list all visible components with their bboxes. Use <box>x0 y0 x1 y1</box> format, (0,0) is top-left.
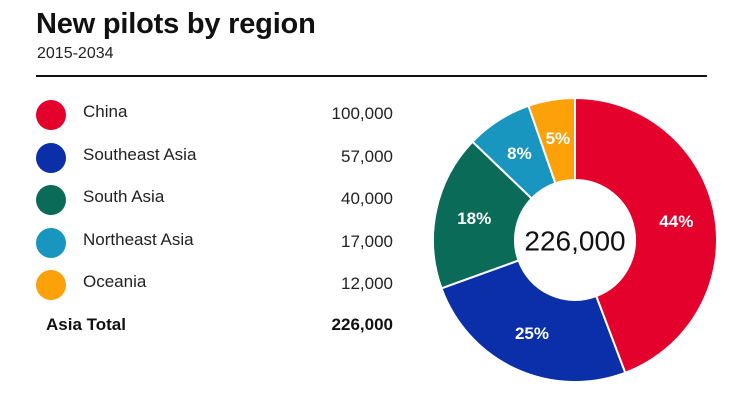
slice-percent-label: 8% <box>507 144 532 163</box>
legend-label: Southeast Asia <box>83 144 197 164</box>
legend-value: 12,000 <box>341 274 393 293</box>
header-divider <box>36 75 707 77</box>
legend-swatch-south-asia <box>36 185 66 215</box>
legend-row-northeast-asia: Northeast Asia 17,000 <box>36 220 406 263</box>
donut-center-total: 226,000 <box>524 226 625 257</box>
legend-row-oceania: Oceania 12,000 <box>36 262 406 305</box>
legend-label: China <box>83 102 128 121</box>
slice-percent-label: 18% <box>457 209 491 228</box>
total-row: Asia Total 226,000 <box>36 312 406 338</box>
chart-title: New pilots by region <box>36 8 316 40</box>
legend-value: 17,000 <box>341 231 393 251</box>
legend-value: 57,000 <box>341 146 393 166</box>
legend-label: South Asia <box>83 187 165 206</box>
donut-slice-oceania <box>527 96 576 185</box>
legend-row-southeast-asia: Southeast Asia 57,000 <box>36 135 406 178</box>
donut-chart: 44% 25% 18% 8% 5% 226,000 <box>432 96 718 383</box>
legend-row-south-asia: South Asia 40,000 <box>36 177 406 220</box>
legend-row-china: China 100,000 <box>36 92 406 135</box>
total-label: Asia Total <box>46 315 126 334</box>
legend-swatch-southeast-asia <box>36 142 66 173</box>
legend-label: Oceania <box>83 272 147 291</box>
slice-percent-label: 5% <box>546 129 571 148</box>
legend-swatch-oceania <box>36 270 66 300</box>
legend-label: Northeast Asia <box>83 229 194 249</box>
donut-slice-china <box>574 96 718 375</box>
total-value: 226,000 <box>331 315 393 334</box>
legend-value: 100,000 <box>331 104 393 123</box>
slice-percent-label: 44% <box>659 212 693 231</box>
legend-swatch-northeast-asia <box>36 227 66 258</box>
donut-slice-south-asia <box>432 140 534 290</box>
slice-percent-label: 25% <box>515 324 549 343</box>
legend-table: China 100,000 Southeast Asia 57,000 Sout… <box>36 92 406 305</box>
legend-swatch-china <box>36 100 66 130</box>
chart-subtitle: 2015-2034 <box>37 45 114 62</box>
legend-value: 40,000 <box>341 189 393 208</box>
donut-slice-southeast-asia <box>440 259 627 383</box>
